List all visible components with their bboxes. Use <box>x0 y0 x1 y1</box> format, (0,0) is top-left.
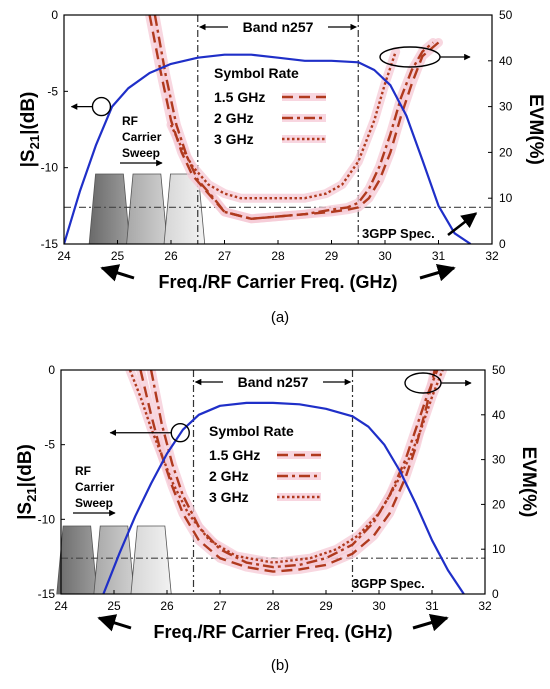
legend-entry-label: 1.5 GHz <box>214 89 265 105</box>
x-axis-arrow-right <box>412 613 449 632</box>
y-right-tick-label: 30 <box>499 100 513 114</box>
x-tick-label: 32 <box>485 249 499 263</box>
y-right-axis-title: EVM(%) <box>518 447 539 518</box>
y-left-tick-label: -5 <box>47 84 58 98</box>
carrier-trapezoid <box>93 525 135 595</box>
x-axis-arrow-left <box>100 264 135 282</box>
carrier-trapezoid <box>56 525 98 595</box>
x-tick-label: 28 <box>266 599 280 613</box>
spec-label: 3GPP Spec. <box>362 226 435 241</box>
panel-a-caption: (a) <box>271 309 289 326</box>
y-right-axis-title: EVM(%) <box>525 94 546 165</box>
x-tick-label: 26 <box>164 249 178 263</box>
x-tick-label: 30 <box>372 599 386 613</box>
sweep-label-line: Carrier <box>122 130 162 144</box>
band-label: Band n257 <box>238 374 309 390</box>
x-tick-label: 24 <box>54 599 68 613</box>
x-axis-arrow-left <box>97 614 132 632</box>
y-left-tick-label: -5 <box>44 438 55 452</box>
legend-entry-label: 1.5 GHz <box>209 447 260 463</box>
s21-marker-circle <box>91 96 112 117</box>
legend-entry-label: 2 GHz <box>209 468 249 484</box>
y-right-tick-label: 20 <box>492 497 506 511</box>
y-left-tick-label: -10 <box>38 512 56 526</box>
x-axis-arrow-right <box>419 263 456 282</box>
y-left-tick-label: 0 <box>51 8 58 22</box>
band-label: Band n257 <box>243 19 314 35</box>
x-tick-label: 32 <box>478 599 492 613</box>
x-tick-label: 30 <box>378 249 392 263</box>
y-left-axis-title: |S21|(dB) <box>18 92 42 168</box>
y-left-tick-label: 0 <box>48 363 55 377</box>
sweep-label-line: RF <box>122 114 138 128</box>
legend-entry-label: 3 GHz <box>214 131 254 147</box>
y-left-tick-label: -15 <box>41 237 59 251</box>
x-tick-label: 25 <box>111 249 125 263</box>
evm-series-line <box>149 370 439 569</box>
curves <box>102 370 465 594</box>
spec-arrow <box>447 212 478 237</box>
y-right-tick-label: 20 <box>499 145 513 159</box>
legend-entry-label: 2 GHz <box>214 110 254 126</box>
x-tick-label: 26 <box>160 599 174 613</box>
y-right-tick-label: 30 <box>492 453 506 467</box>
y-right-tick-label: 40 <box>492 408 506 422</box>
x-tick-label: 29 <box>325 249 339 263</box>
y-right-tick-label: 10 <box>492 542 506 556</box>
y-left-tick-label: -15 <box>38 587 56 601</box>
y-right-tick-label: 10 <box>499 191 513 205</box>
sweep-label-line: Carrier <box>75 480 115 494</box>
sweep-label-line: Sweep <box>75 496 113 510</box>
carrier-trapezoid <box>126 173 168 245</box>
y-right-tick-label: 0 <box>499 237 506 251</box>
evm-halo <box>166 47 401 203</box>
x-tick-label: 31 <box>425 599 439 613</box>
curves <box>64 15 472 244</box>
legend-entry-label: 3 GHz <box>209 489 249 505</box>
x-tick-label: 27 <box>218 249 232 263</box>
y-right-tick-label: 0 <box>492 587 499 601</box>
evm-halo <box>136 370 440 577</box>
x-axis-title: Freq./RF Carrier Freq. (GHz) <box>153 622 392 642</box>
x-tick-label: 27 <box>213 599 227 613</box>
sweep-label-line: RF <box>75 464 91 478</box>
sweep-label-line: Sweep <box>122 146 160 160</box>
carrier-trapezoid <box>88 173 131 245</box>
x-tick-label: 24 <box>57 249 71 263</box>
x-axis-title: Freq./RF Carrier Freq. (GHz) <box>158 272 397 292</box>
y-right-tick-label: 40 <box>499 54 513 68</box>
x-tick-label: 28 <box>271 249 285 263</box>
legend-title: Symbol Rate <box>214 65 299 81</box>
y-left-axis-title: |S21|(dB) <box>15 444 39 520</box>
y-right-tick-label: 50 <box>499 8 513 22</box>
legend-title: Symbol Rate <box>209 423 294 439</box>
spec-label: 3GPP Spec. <box>352 576 425 591</box>
s21-line <box>102 401 465 594</box>
evm-series-line <box>139 370 436 573</box>
s21-line <box>64 53 472 244</box>
evm-series-line <box>128 370 444 564</box>
x-tick-label: 31 <box>432 249 446 263</box>
x-tick-label: 29 <box>319 599 333 613</box>
panel-b: 24 25 26 27 28 29 30 31 32 -15 -10 -5 0 0 10 20 30 40 50 Fr… <box>15 363 539 642</box>
evm-series-line <box>148 15 440 221</box>
y-left-tick-label: -10 <box>41 161 59 175</box>
x-tick-label: 25 <box>107 599 121 613</box>
panel-b-caption: (b) <box>271 657 289 674</box>
y-right-tick-label: 50 <box>492 363 506 377</box>
evm-marker-ellipse <box>379 46 441 68</box>
carrier-trapezoid <box>130 525 172 595</box>
panel-a: 24 25 26 27 28 29 30 31 32 -15 -10 -5 0 0 10 20 30 40 50 Fr… <box>18 8 546 292</box>
